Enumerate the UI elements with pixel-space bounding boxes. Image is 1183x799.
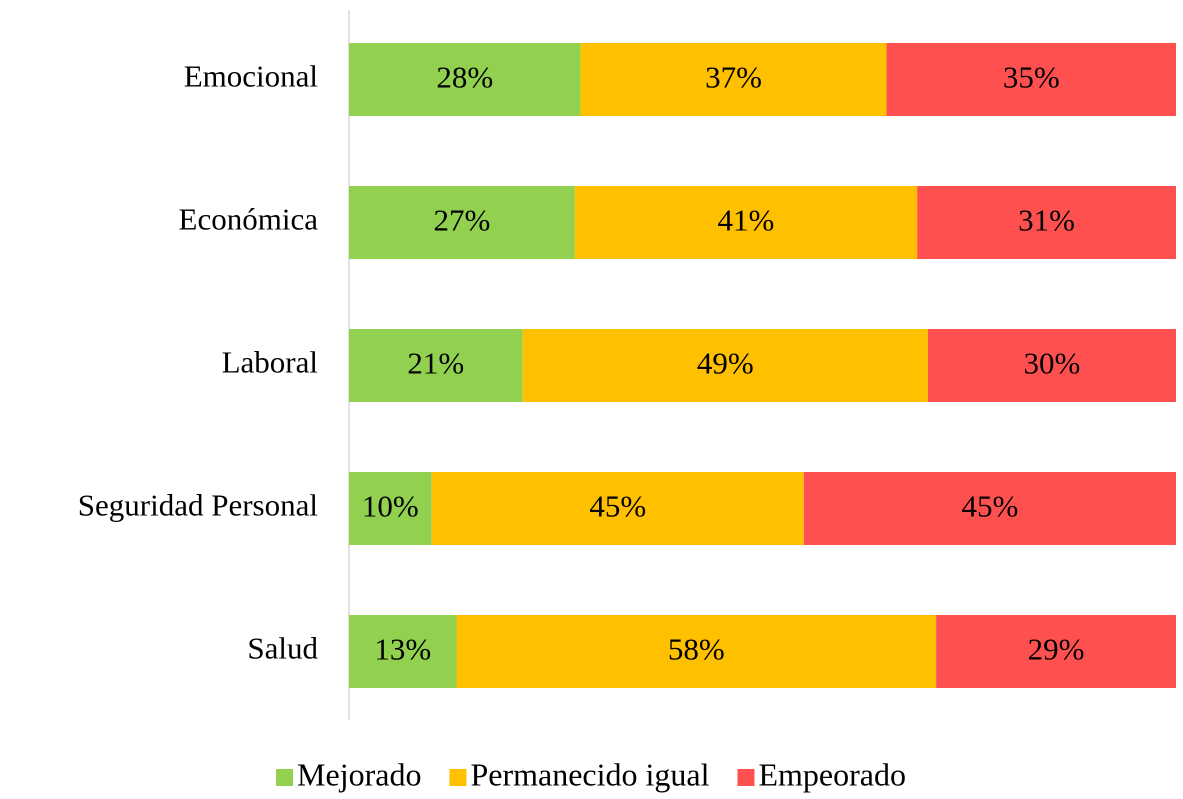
- data-label: 49%: [697, 346, 754, 381]
- data-label: 21%: [407, 346, 464, 381]
- legend-label: Mejorado: [297, 756, 421, 792]
- data-label: 45%: [962, 489, 1019, 524]
- y-tick-label: Salud: [247, 631, 318, 666]
- bar-segment: [349, 615, 457, 688]
- y-tick-label: Laboral: [222, 345, 318, 380]
- bar-segment: [936, 615, 1176, 688]
- data-label: 41%: [718, 203, 775, 238]
- bar-segment: [580, 43, 887, 116]
- data-label: 37%: [705, 60, 762, 95]
- y-tick-label: Económica: [179, 202, 319, 237]
- data-label: 31%: [1018, 203, 1075, 238]
- data-label: 58%: [668, 632, 725, 667]
- data-label: 13%: [374, 632, 431, 667]
- legend-label: Permanecido igual: [470, 756, 709, 792]
- data-label: 29%: [1028, 632, 1085, 667]
- bar-segment: [574, 186, 918, 259]
- y-tick-label: Emocional: [184, 59, 318, 94]
- bar-segment: [456, 615, 937, 688]
- bar-segment: [349, 43, 581, 116]
- legend-swatch: [737, 769, 755, 786]
- data-label: 10%: [362, 489, 419, 524]
- bar-segment: [917, 186, 1176, 259]
- bar-segment: [522, 329, 928, 402]
- bar-segment: [927, 329, 1176, 402]
- bar-segment: [886, 43, 1176, 116]
- legend-label: Empeorado: [758, 756, 906, 792]
- y-tick-label: Seguridad Personal: [78, 488, 318, 523]
- data-label: 28%: [436, 60, 493, 95]
- data-label: 45%: [589, 489, 646, 524]
- bar-segment: [349, 186, 575, 259]
- bar-segment: [431, 472, 804, 545]
- data-label: 35%: [1003, 60, 1060, 95]
- legend-swatch: [276, 769, 294, 786]
- legend-swatch: [449, 769, 467, 786]
- bar-segment: [349, 329, 523, 402]
- bar-segment: [349, 472, 432, 545]
- data-label: 27%: [433, 203, 490, 238]
- bar-segment: [803, 472, 1176, 545]
- data-label: 30%: [1024, 346, 1081, 381]
